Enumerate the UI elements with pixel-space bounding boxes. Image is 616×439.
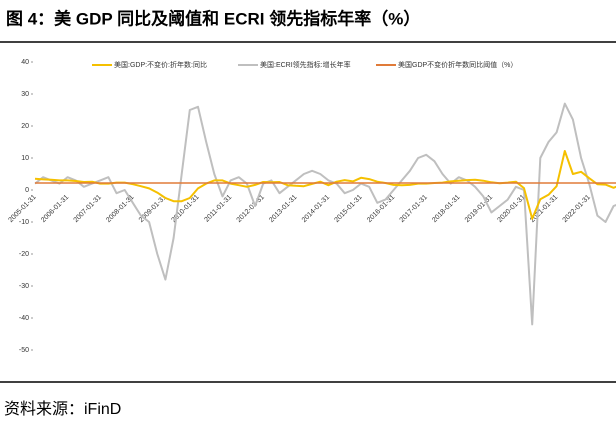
- x-tick-label: 2015-01-31: [333, 194, 363, 224]
- y-tick-label: -40: [19, 315, 29, 322]
- legend-label: 美国:ECRI领先指标:增长年率: [260, 60, 351, 69]
- legend-label: 美国:GDP:不变价:折年数:同比: [114, 60, 207, 69]
- x-tick-label: 2016-01-31: [366, 194, 396, 224]
- y-tick-label: 10: [21, 155, 29, 162]
- y-tick-label: 30: [21, 91, 29, 98]
- legend-label: 美国GDP不变价折年数同比阈值（%）: [398, 60, 517, 69]
- series-line: [34, 102, 616, 326]
- x-tick-label: 2011-01-31: [203, 194, 233, 224]
- x-tick-label: 2018-01-31: [431, 194, 461, 224]
- x-tick-label: 2007-01-31: [73, 194, 103, 224]
- y-tick-label: 0: [25, 187, 29, 194]
- y-tick-label: -50: [19, 347, 29, 354]
- x-tick-label: 2022-01-31: [562, 194, 592, 224]
- x-tick-label: 2017-01-31: [399, 194, 429, 224]
- x-tick-label: 2014-01-31: [301, 194, 331, 224]
- x-tick-label: 2020-01-31: [496, 194, 526, 224]
- y-tick-label: -10: [19, 219, 29, 226]
- y-tick-label: -20: [19, 251, 29, 258]
- y-tick-label: 40: [21, 59, 29, 66]
- y-tick-label: 20: [21, 123, 29, 130]
- x-tick-label: 2009-01-31: [138, 194, 168, 224]
- chart-title: 图 4：美 GDP 同比及阈值和 ECRI 领先指标年率（%）: [6, 8, 420, 28]
- y-tick-label: -30: [19, 283, 29, 290]
- series-line: [34, 150, 616, 220]
- source: 资料来源：iFinD: [4, 400, 121, 418]
- x-tick-label: 2006-01-31: [40, 194, 70, 224]
- x-tick-label: 2012-01-31: [236, 194, 266, 224]
- x-tick-label: 2013-01-31: [268, 194, 298, 224]
